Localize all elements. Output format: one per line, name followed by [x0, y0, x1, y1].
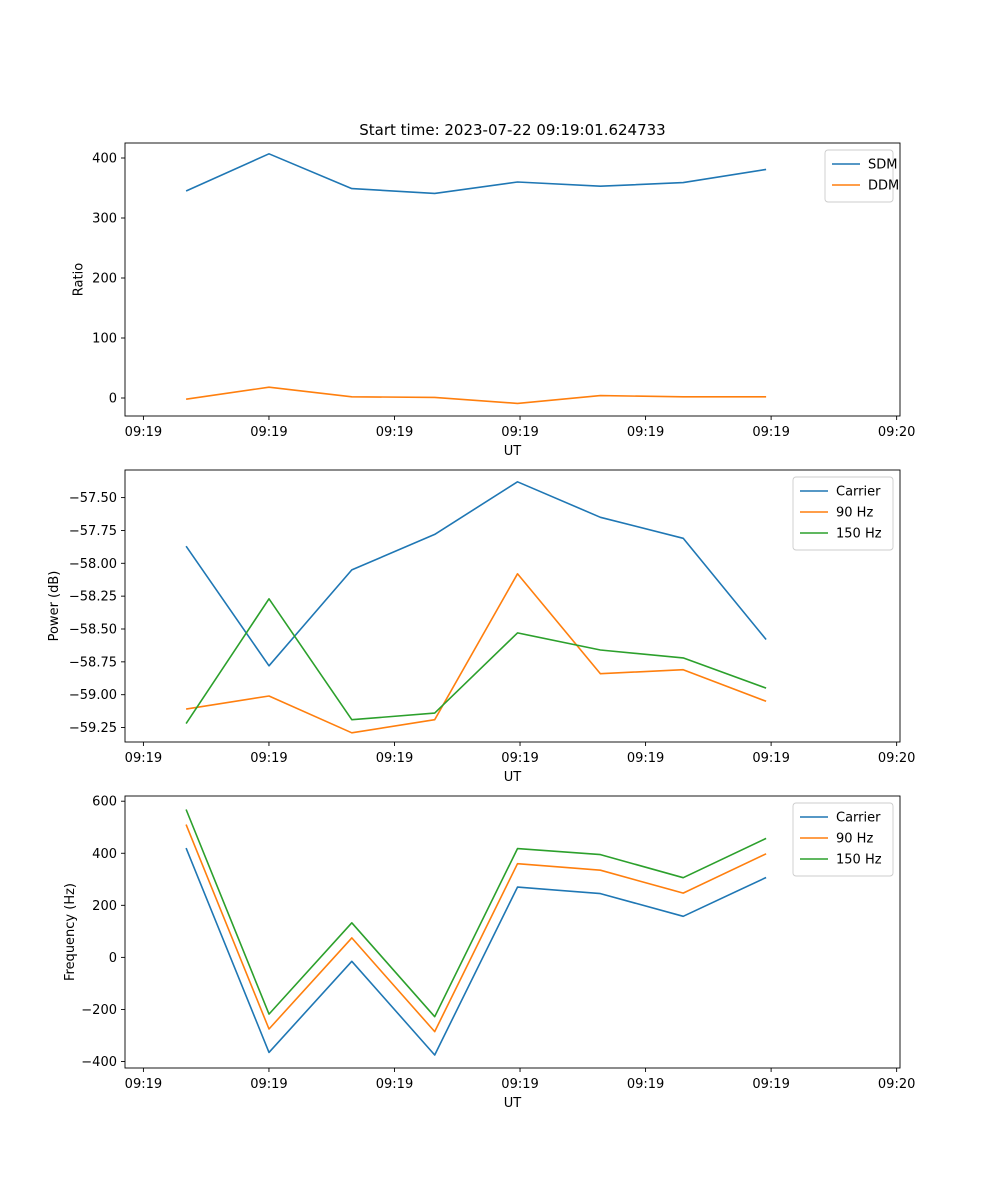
- legend-box: [824, 149, 894, 203]
- y-tick-label: −400: [81, 1055, 117, 1070]
- series-line-150-hz: [185, 809, 767, 1018]
- x-tick-label: 09:19: [501, 425, 538, 440]
- y-tick-label: 400: [92, 847, 117, 862]
- x-tick-label: 09:19: [752, 1077, 789, 1092]
- y-tick-label: 0: [109, 951, 117, 966]
- x-tick-label: 09:19: [376, 425, 413, 440]
- x-tick-label: 09:19: [250, 751, 287, 766]
- x-tick-label: 09:19: [125, 1077, 162, 1092]
- series-line-90-hz: [185, 572, 767, 734]
- series-line-carrier: [185, 480, 767, 667]
- series-line-sdm: [185, 153, 767, 195]
- legend-label-ddm: DDM: [868, 179, 899, 194]
- legend: Carrier 90 Hz 150 Hz: [792, 476, 894, 551]
- x-tick-label: 09:19: [376, 751, 413, 766]
- y-tick-label: 400: [92, 152, 117, 167]
- y-tick-label: 200: [92, 899, 117, 914]
- y-tick-label: 600: [92, 795, 117, 810]
- x-tick-label: 09:20: [878, 425, 915, 440]
- x-axis-label: UT: [504, 444, 522, 459]
- ratio-panel: 09:19 09:19 09:19 09:19 09:19 09:19 09:20 0 100 2…: [71, 121, 915, 459]
- x-tick-label: 09:19: [376, 1077, 413, 1092]
- series-line-carrier: [185, 847, 767, 1056]
- y-tick-label: 0: [109, 392, 117, 407]
- y-tick-label: 100: [92, 332, 117, 347]
- y-tick-label: 300: [92, 212, 117, 227]
- legend-label-carrier: Carrier: [836, 485, 881, 500]
- y-tick-label: 200: [92, 272, 117, 287]
- legend-label-90-hz: 90 Hz: [836, 832, 873, 847]
- y-axis-label: Power (dB): [47, 571, 62, 642]
- x-tick-label: 09:19: [752, 751, 789, 766]
- legend-label-carrier: Carrier: [836, 811, 881, 826]
- legend-box: [792, 476, 894, 551]
- legend: Carrier 90 Hz 150 Hz: [792, 802, 894, 877]
- frequency-panel: 09:19 09:19 09:19 09:19 09:19 09:19 09:20 −400 −…: [63, 795, 915, 1111]
- y-tick-label: −58.75: [69, 655, 117, 670]
- x-tick-label: 09:19: [627, 1077, 664, 1092]
- series-line-ddm: [185, 386, 767, 405]
- x-tick-label: 09:20: [878, 751, 915, 766]
- y-tick-label: −57.75: [69, 524, 117, 539]
- legend-label-90-hz: 90 Hz: [836, 506, 873, 521]
- x-tick-label: 09:19: [627, 425, 664, 440]
- chart-title: Start time: 2023-07-22 09:19:01.624733: [359, 121, 665, 139]
- x-tick-label: 09:19: [501, 751, 538, 766]
- y-tick-label: −57.50: [69, 491, 117, 506]
- x-tick-label: 09:19: [125, 425, 162, 440]
- power-panel: 09:19 09:19 09:19 09:19 09:19 09:19 09:20 −59.2…: [47, 469, 915, 785]
- series-line-90-hz: [185, 824, 767, 1033]
- y-tick-label: −58.00: [69, 557, 117, 572]
- legend-label-150-hz: 150 Hz: [836, 853, 882, 868]
- y-tick-label: −58.25: [69, 590, 117, 605]
- y-tick-label: −59.25: [69, 721, 117, 736]
- y-axis-label: Frequency (Hz): [63, 883, 78, 981]
- plot-frame: [124, 795, 901, 1069]
- legend-label-sdm: SDM: [868, 158, 897, 173]
- y-axis-label: Ratio: [71, 263, 86, 296]
- x-tick-label: 09:20: [878, 1077, 915, 1092]
- x-axis-label: UT: [504, 1096, 522, 1111]
- y-tick-label: −200: [81, 1003, 117, 1018]
- x-tick-label: 09:19: [627, 751, 664, 766]
- y-tick-label: −59.00: [69, 688, 117, 703]
- legend-label-150-hz: 150 Hz: [836, 527, 882, 542]
- legend: SDM DDM: [824, 149, 899, 203]
- plot-frame: [124, 469, 901, 743]
- x-tick-label: 09:19: [501, 1077, 538, 1092]
- plot-frame: [124, 142, 901, 417]
- x-tick-label: 09:19: [125, 751, 162, 766]
- y-tick-label: −58.50: [69, 622, 117, 637]
- series-line-150-hz: [185, 597, 767, 725]
- x-tick-label: 09:19: [250, 425, 287, 440]
- x-axis-label: UT: [504, 770, 522, 785]
- x-tick-label: 09:19: [752, 425, 789, 440]
- legend-box: [792, 802, 894, 877]
- x-tick-label: 09:19: [250, 1077, 287, 1092]
